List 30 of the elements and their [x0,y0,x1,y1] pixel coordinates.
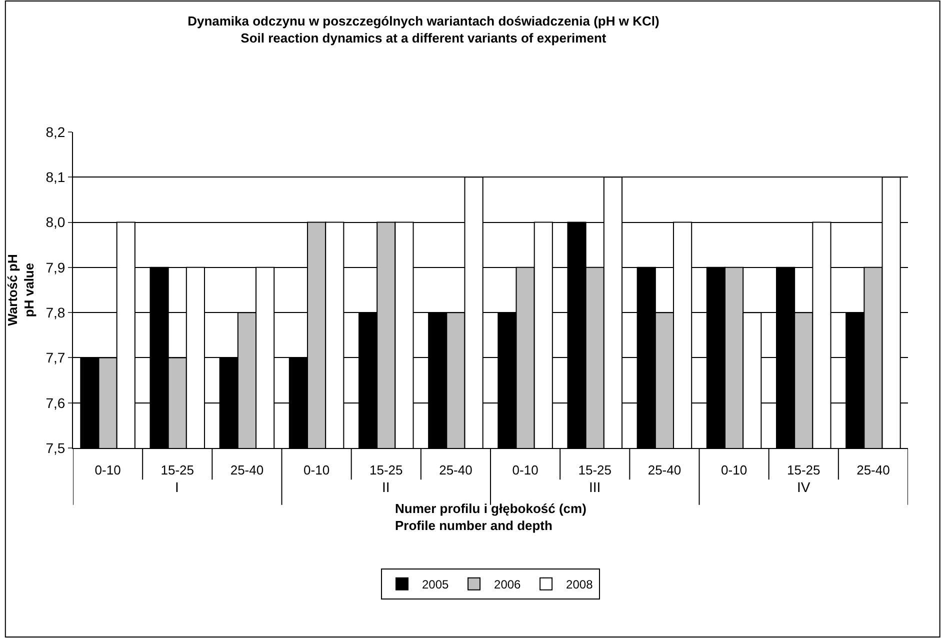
x-tick-label: 0-10 [304,462,330,478]
x-tick-label: 15-25 [370,462,403,478]
x-tick-label: 0-10 [512,462,538,478]
y-tick-label: 7,7 [46,350,66,366]
x-tick-label: 15-25 [786,462,820,478]
x-tick-label: 15-25 [160,462,194,478]
x-axis-title: Numer profilu i głębokość (cm) Profile number and depth [395,501,586,533]
x-tick-label: 25-40 [439,462,472,478]
x-tick-label: 25-40 [856,462,890,478]
text: IV [797,479,811,495]
text: II [382,479,390,495]
y-tick-label: 8,0 [46,214,66,230]
legend-label: 2006 [494,578,522,592]
x-tick-label: 25-40 [230,462,264,478]
text: I [175,479,179,495]
y-axis-title: Wartość pH pH value [4,254,37,326]
legend-label: 2008 [566,578,594,592]
x-tick-label: 25-40 [648,462,682,478]
text: III [589,479,601,495]
legend-label: 2005 [422,578,450,592]
x-tick-label: 0-10 [721,462,748,478]
chart-title: Dynamika odczynu w poszczególnych wariantach doświadczenia (pH w KCl) Soil reaction dynamics at a different variants of experiment [188,14,660,46]
y-tick-label: 7,8 [46,304,66,320]
x-tick-label: 0-10 [94,462,121,478]
y-tick-label: 7,9 [46,259,66,276]
x-tick-label: 15-25 [578,462,612,478]
y-tick-label: 7,6 [46,394,66,411]
y-tick-label: 7,5 [46,440,66,456]
y-tick-label: 8,1 [46,169,66,186]
y-tick-label: 8,2 [46,124,66,140]
